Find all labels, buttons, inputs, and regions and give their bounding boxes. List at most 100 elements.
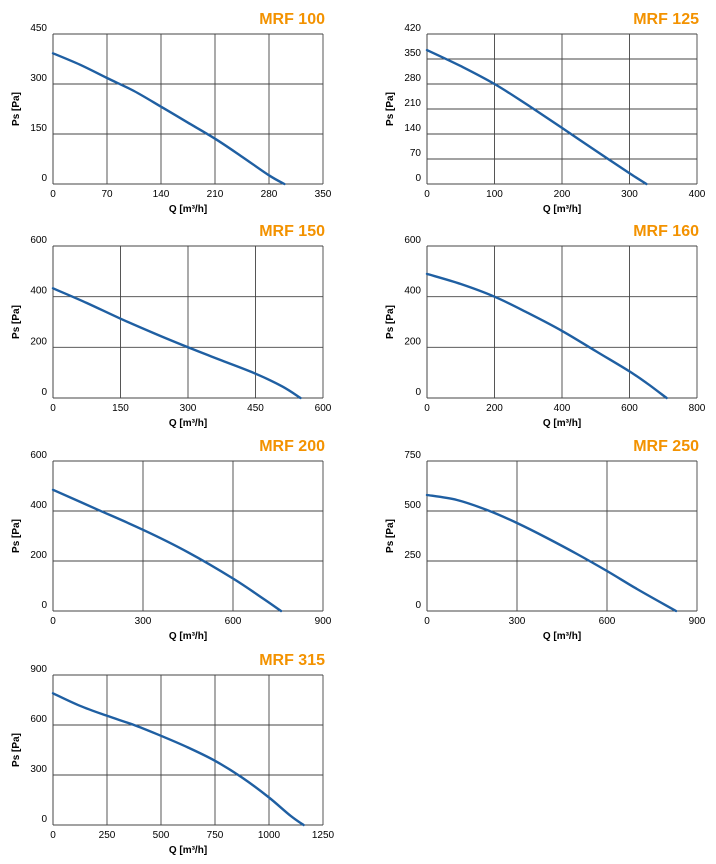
y-tick-label: 0 bbox=[41, 814, 47, 825]
chart-panel: 0 300 600 900 0 200 400 600 MRF 200 Q [m³/h] Ps [P… bbox=[11, 438, 332, 642]
chart-panel: 0 200 400 600 800 0 200 400 600 MRF 160 Q [m³/h] Ps… bbox=[385, 223, 706, 429]
chart-title: MRF 160 bbox=[633, 223, 699, 240]
x-tick-label: 280 bbox=[261, 189, 278, 200]
chart-panel: 0 300 600 900 0 250 500 750 MRF 250 Q [m³/h] Ps [P… bbox=[385, 438, 706, 642]
chart-panel: 0 70 140 210 280 350 0 150 300 450 MRF 100 Q [m³/h]… bbox=[11, 11, 332, 215]
x-tick-label: 200 bbox=[554, 189, 571, 200]
y-tick-label: 420 bbox=[404, 23, 421, 34]
x-tick-label: 750 bbox=[207, 830, 224, 841]
x-tick-label: 1250 bbox=[312, 830, 335, 841]
chart-title: MRF 150 bbox=[259, 223, 325, 240]
y-axis-label: Ps [Pa] bbox=[11, 519, 22, 553]
x-tick-label: 300 bbox=[135, 616, 152, 627]
y-tick-label: 0 bbox=[41, 387, 47, 398]
x-tick-label: 300 bbox=[621, 189, 638, 200]
y-tick-label: 350 bbox=[404, 48, 421, 59]
x-tick-label: 800 bbox=[689, 403, 706, 414]
x-tick-label: 450 bbox=[247, 403, 264, 414]
x-tick-label: 140 bbox=[153, 189, 170, 200]
chart-panel: 0 150 300 450 600 0 200 400 600 MRF 150 Q [m³/h] Ps… bbox=[11, 223, 332, 429]
y-axis-label: Ps [Pa] bbox=[11, 305, 22, 339]
x-tick-label: 300 bbox=[509, 616, 526, 627]
y-tick-label: 200 bbox=[404, 336, 421, 347]
y-tick-label: 400 bbox=[404, 286, 421, 297]
x-axis-label: Q [m³/h] bbox=[543, 631, 581, 642]
chart-title: MRF 125 bbox=[633, 11, 699, 28]
fan-curve-line bbox=[425, 48, 648, 186]
chart-panel: 0 250 500 750 1000 1250 0 300 600 900 MRF 315 Q [m³… bbox=[11, 652, 335, 856]
y-tick-label: 0 bbox=[415, 173, 421, 184]
x-tick-label: 70 bbox=[101, 189, 113, 200]
x-axis-label: Q [m³/h] bbox=[543, 418, 581, 429]
y-tick-label: 0 bbox=[415, 387, 421, 398]
y-tick-label: 600 bbox=[30, 714, 47, 725]
y-axis-label: Ps [Pa] bbox=[385, 519, 396, 553]
y-tick-label: 210 bbox=[404, 98, 421, 109]
x-tick-label: 500 bbox=[153, 830, 170, 841]
x-tick-label: 600 bbox=[225, 616, 242, 627]
x-tick-label: 600 bbox=[599, 616, 616, 627]
y-tick-label: 400 bbox=[30, 500, 47, 511]
x-tick-label: 0 bbox=[424, 616, 430, 627]
y-axis-label: Ps [Pa] bbox=[385, 305, 396, 339]
y-tick-label: 400 bbox=[30, 286, 47, 297]
x-axis-label: Q [m³/h] bbox=[169, 418, 207, 429]
y-tick-label: 600 bbox=[404, 235, 421, 246]
y-tick-label: 200 bbox=[30, 336, 47, 347]
y-tick-label: 280 bbox=[404, 73, 421, 84]
x-axis-label: Q [m³/h] bbox=[169, 204, 207, 215]
y-tick-label: 600 bbox=[30, 235, 47, 246]
chart-title: MRF 200 bbox=[259, 438, 325, 455]
fan-curve-line bbox=[51, 488, 283, 613]
y-tick-label: 300 bbox=[30, 764, 47, 775]
x-tick-label: 600 bbox=[621, 403, 638, 414]
x-tick-label: 100 bbox=[486, 189, 503, 200]
fan-curve-line bbox=[51, 52, 286, 186]
chart-title: MRF 315 bbox=[259, 652, 325, 669]
y-axis-label: Ps [Pa] bbox=[11, 733, 22, 767]
x-tick-label: 250 bbox=[99, 830, 116, 841]
y-tick-label: 0 bbox=[41, 600, 47, 611]
y-tick-label: 750 bbox=[404, 450, 421, 461]
y-tick-label: 300 bbox=[30, 73, 47, 84]
y-tick-label: 500 bbox=[404, 500, 421, 511]
x-tick-label: 1000 bbox=[258, 830, 281, 841]
x-tick-label: 150 bbox=[112, 403, 129, 414]
y-axis-label: Ps [Pa] bbox=[385, 92, 396, 126]
x-tick-label: 0 bbox=[50, 403, 56, 414]
chart-title: MRF 100 bbox=[259, 11, 325, 28]
y-tick-label: 0 bbox=[415, 600, 421, 611]
x-tick-label: 200 bbox=[486, 403, 503, 414]
x-tick-label: 210 bbox=[207, 189, 224, 200]
x-tick-label: 400 bbox=[689, 189, 706, 200]
chart-panel: 0 100 200 300 400 0 70 140 210 280 350 420 MRF 125 Q … bbox=[385, 11, 706, 215]
x-tick-label: 400 bbox=[554, 403, 571, 414]
x-tick-label: 0 bbox=[424, 189, 430, 200]
y-tick-label: 140 bbox=[404, 123, 421, 134]
fan-curve-line bbox=[51, 692, 305, 827]
y-tick-label: 70 bbox=[410, 148, 422, 159]
y-tick-label: 0 bbox=[41, 173, 47, 184]
x-tick-label: 0 bbox=[50, 830, 56, 841]
y-tick-label: 600 bbox=[30, 450, 47, 461]
x-axis-label: Q [m³/h] bbox=[543, 204, 581, 215]
x-axis-label: Q [m³/h] bbox=[169, 845, 207, 856]
y-tick-label: 200 bbox=[30, 550, 47, 561]
y-tick-label: 150 bbox=[30, 123, 47, 134]
x-tick-label: 900 bbox=[689, 616, 706, 627]
y-tick-label: 450 bbox=[30, 23, 47, 34]
x-tick-label: 0 bbox=[424, 403, 430, 414]
chart-title: MRF 250 bbox=[633, 438, 699, 455]
x-tick-label: 0 bbox=[50, 616, 56, 627]
fan-curve-line bbox=[425, 493, 678, 613]
x-tick-label: 300 bbox=[180, 403, 197, 414]
x-tick-label: 0 bbox=[50, 189, 56, 200]
y-tick-label: 900 bbox=[30, 664, 47, 675]
y-tick-label: 250 bbox=[404, 550, 421, 561]
y-axis-label: Ps [Pa] bbox=[11, 92, 22, 126]
x-tick-label: 350 bbox=[315, 189, 332, 200]
fan-curve-line bbox=[51, 287, 302, 400]
fan-curve-line bbox=[425, 272, 668, 400]
x-axis-label: Q [m³/h] bbox=[169, 631, 207, 642]
